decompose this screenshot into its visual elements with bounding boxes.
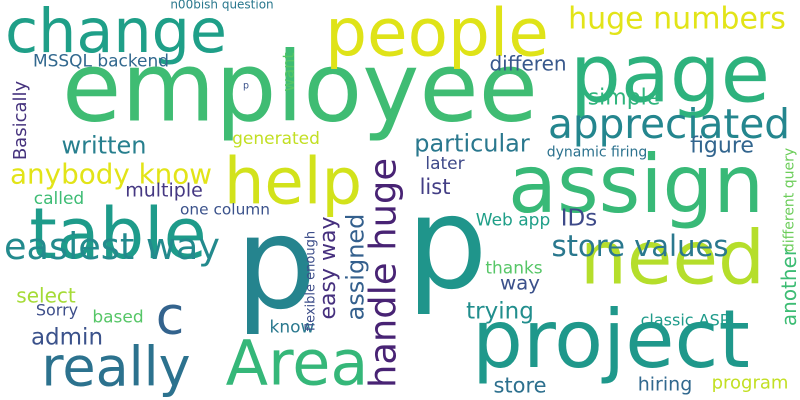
- word-people: people: [325, 0, 549, 72]
- word-web-app: Web app: [475, 210, 551, 231]
- word-p-large-2: p: [406, 169, 488, 319]
- word-c: c: [155, 285, 185, 347]
- word-ids: IDs: [560, 204, 598, 232]
- word-later: later: [425, 152, 465, 174]
- word-employee: employee: [62, 30, 538, 144]
- word-know: know: [269, 316, 315, 338]
- word-list: list: [419, 173, 451, 200]
- word-called: called: [33, 187, 85, 209]
- word-one-column: one column: [180, 201, 270, 219]
- word-change: change: [5, 0, 227, 67]
- word-handle-huge: handle huge: [362, 158, 405, 388]
- word-hiring: hiring: [637, 373, 693, 397]
- word-area: Area: [225, 326, 369, 400]
- word-classic-asp: classic ASP: [640, 311, 730, 331]
- word-flexible-enough: flexible enough: [302, 230, 319, 332]
- word-different-query: different query: [780, 147, 798, 253]
- word-particular: particular: [414, 130, 530, 159]
- word-trying: trying: [466, 297, 534, 325]
- word-store: store: [493, 373, 547, 399]
- word-based: based: [92, 306, 144, 328]
- word-multiple: multiple: [125, 179, 203, 203]
- word-project: project: [472, 293, 750, 387]
- word-easy-way: easy way: [315, 216, 341, 320]
- word-p-large-1: p: [235, 189, 317, 339]
- word-program: program: [711, 371, 789, 394]
- word-page: page: [570, 28, 770, 121]
- word-n00bish-question: n00bish question: [170, 0, 274, 12]
- word-really: really: [41, 334, 191, 399]
- word-need: need: [580, 215, 765, 302]
- word-table: table: [29, 194, 207, 276]
- word-simple: simple: [587, 84, 661, 111]
- word-easiest-way: easiest way: [4, 225, 220, 269]
- word-select: select: [16, 284, 76, 309]
- word-sorry: Sorry: [35, 301, 79, 321]
- word-admin: admin: [30, 322, 104, 351]
- word-want: want: [279, 52, 298, 92]
- word-thanks: thanks: [485, 257, 543, 279]
- word-store-values: store values: [551, 229, 729, 264]
- word-dynamic-firing: dynamic firing: [546, 143, 648, 161]
- word-appreciated: appreciated: [548, 101, 790, 149]
- word-assigned: assigned: [342, 213, 371, 321]
- word-assign: assign: [507, 138, 765, 232]
- word-written: written: [61, 132, 147, 161]
- word-generated: generated: [232, 127, 320, 149]
- word-anybody-know: anybody know: [10, 157, 212, 191]
- word-figure: figure: [690, 131, 754, 159]
- word-help: help: [223, 144, 363, 220]
- word-basically: Basically: [10, 80, 31, 161]
- word-p-small: p: [243, 81, 249, 92]
- word-huge-numbers: huge numbers: [568, 1, 786, 37]
- word-another: another: [777, 247, 800, 327]
- word-differen: differen: [489, 51, 567, 76]
- word-mssql-backend: MSSQL backend: [33, 51, 169, 72]
- word-way: way: [500, 271, 540, 295]
